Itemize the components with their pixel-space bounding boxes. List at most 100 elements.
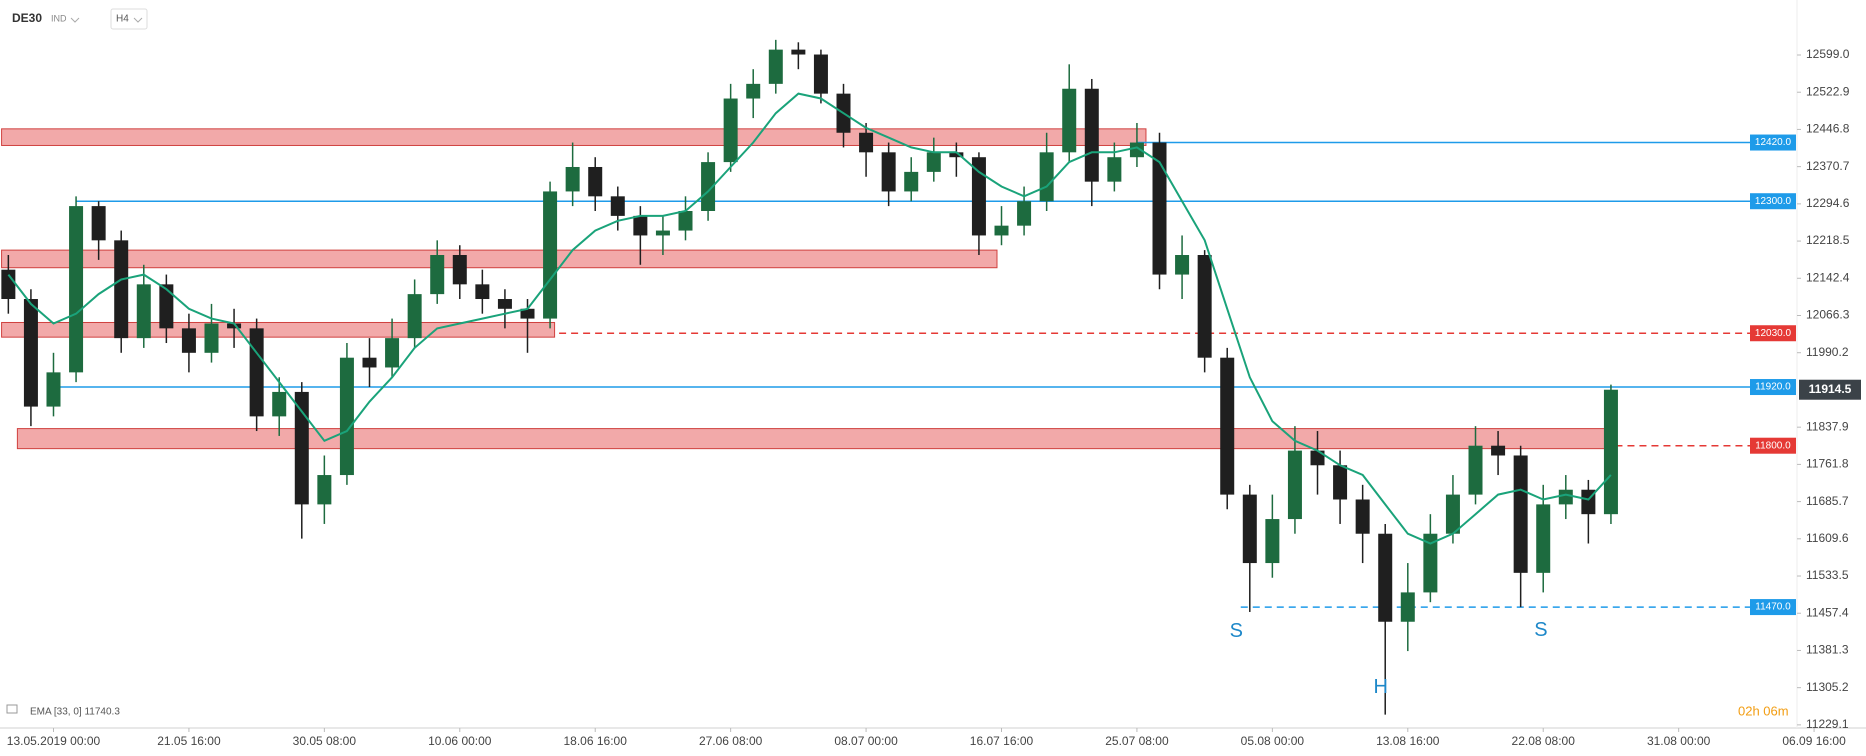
interval-box[interactable] [110, 8, 148, 30]
level-tag [1750, 325, 1796, 342]
candle-body [1603, 389, 1618, 515]
y-tick-label: 11685.7 [1806, 494, 1849, 508]
zone [16, 428, 1616, 450]
y-tick-label: 11229.1 [1806, 717, 1849, 731]
candle-body [520, 308, 535, 319]
candle-body [430, 255, 445, 295]
candle-body [791, 49, 806, 55]
candle-body [813, 54, 828, 94]
candle-body [723, 98, 738, 163]
y-tick-label: 12294.6 [1806, 196, 1850, 210]
x-tick-label: 16.07 16:00 [970, 734, 1034, 748]
dropdown-caret[interactable] [133, 17, 143, 23]
market: IND [51, 13, 67, 23]
candle-body [1445, 494, 1460, 534]
candle-body [362, 357, 377, 368]
candle-body [768, 49, 783, 84]
level-tag [1750, 599, 1796, 616]
candle-body [385, 338, 400, 368]
candle-body [249, 328, 264, 417]
candle-body [23, 299, 38, 407]
y-tick-label: 11761.8 [1806, 457, 1849, 471]
candle-body [926, 152, 941, 172]
candle-body [227, 323, 242, 329]
countdown: 02h 06m [1738, 703, 1789, 718]
candle-body [69, 206, 84, 373]
level-tag-label: 11920.0 [1755, 382, 1791, 393]
candle-body [46, 372, 61, 407]
candle-body [1175, 255, 1190, 275]
candle-body [904, 171, 919, 192]
y-tick-label: 11609.6 [1806, 531, 1849, 545]
x-tick-label: 30.05 08:00 [293, 734, 357, 748]
candle-body [949, 152, 964, 158]
candle-body [1242, 494, 1257, 564]
y-tick-label: 12066.3 [1806, 308, 1850, 322]
candle-body [1423, 533, 1438, 593]
x-tick-label: 10.06 00:00 [428, 734, 492, 748]
candle-body [91, 206, 106, 241]
candle-body [1129, 142, 1144, 158]
candle-body [1378, 533, 1393, 622]
candle-body [1265, 519, 1280, 564]
candle-body [1536, 504, 1551, 573]
indicator-icon[interactable] [6, 704, 18, 714]
candle-body [294, 391, 309, 505]
level-tag-label: 12420.0 [1755, 137, 1792, 148]
candle-body [543, 191, 558, 319]
candle-body [746, 83, 761, 99]
level-tag [1750, 379, 1796, 396]
candle-body [272, 391, 287, 417]
candle-body [1220, 357, 1235, 495]
last-price-tag [1799, 379, 1861, 400]
interval[interactable]: H4 [116, 14, 129, 25]
x-tick-label: 21.05 16:00 [157, 734, 221, 748]
candle-body [181, 328, 196, 353]
y-tick-label: 11990.2 [1806, 345, 1849, 359]
dropdown-caret[interactable] [70, 17, 80, 23]
candle-body [610, 196, 625, 216]
indicator-label: EMA [33, 0] 11740.3 [30, 707, 120, 718]
y-tick-label: 12446.8 [1806, 122, 1850, 136]
level-tag-label: 12300.0 [1755, 196, 1792, 207]
level-tag [1750, 437, 1796, 454]
candle-body [136, 284, 151, 339]
candle-body [655, 230, 670, 236]
zone [1, 128, 1147, 146]
symbol[interactable]: DE30 [12, 11, 42, 25]
y-tick-label: 11457.4 [1806, 605, 1849, 619]
zone [1, 249, 998, 269]
y-tick-label: 12522.9 [1806, 84, 1850, 98]
candle-body [339, 357, 354, 476]
candle-body [588, 166, 603, 197]
last-price-label: 11914.5 [1809, 382, 1852, 396]
y-tick-label: 11837.9 [1806, 419, 1849, 433]
level-tag [1750, 134, 1796, 151]
annotation: H [1373, 676, 1387, 698]
candle-body [1107, 157, 1122, 182]
x-tick-label: 31.08 00:00 [1647, 734, 1711, 748]
candle-body [1333, 465, 1348, 500]
y-tick-label: 11533.5 [1806, 568, 1849, 582]
candle-body [1, 269, 16, 300]
y-tick-label: 11381.3 [1806, 643, 1849, 657]
candle-body [452, 255, 467, 285]
level-tag [1750, 193, 1796, 210]
candle-body [1558, 489, 1573, 505]
x-tick-label: 18.06 16:00 [564, 734, 628, 748]
x-tick-label: 13.05.2019 00:00 [7, 734, 101, 748]
candle-body [1468, 445, 1483, 495]
candle-body [994, 225, 1009, 236]
y-tick-label: 12218.5 [1806, 233, 1850, 247]
annotation: S [1230, 620, 1243, 642]
ema-line [7, 92, 1612, 545]
candle-body [1152, 142, 1167, 275]
level-tag-label: 12030.0 [1755, 328, 1792, 339]
candle-body [633, 215, 648, 236]
candle-body [1017, 201, 1032, 226]
candle-body [1039, 152, 1054, 202]
candle-body [204, 323, 219, 353]
level-tag-label: 11800.0 [1755, 440, 1791, 451]
